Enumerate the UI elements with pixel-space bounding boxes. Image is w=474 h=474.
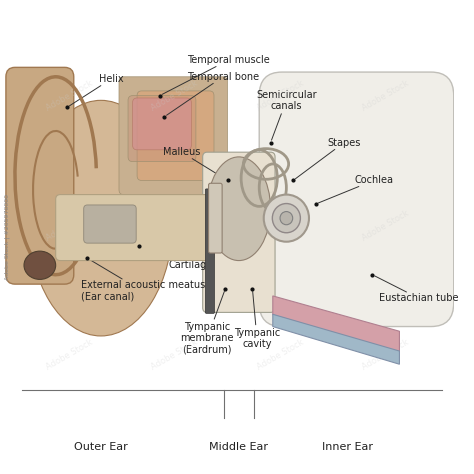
FancyBboxPatch shape: [55, 195, 214, 261]
Text: Adobe Stock: Adobe Stock: [44, 208, 94, 242]
Text: Temporal bone: Temporal bone: [166, 72, 259, 115]
Text: Helix: Helix: [69, 74, 123, 106]
Text: Adobe Stock: Adobe Stock: [150, 79, 200, 113]
Polygon shape: [273, 314, 400, 364]
Ellipse shape: [24, 251, 55, 279]
Text: Tympanic
membrane
(Eardrum): Tympanic membrane (Eardrum): [181, 292, 234, 355]
Text: Adobe Stock: Adobe Stock: [44, 338, 94, 372]
FancyBboxPatch shape: [209, 183, 222, 253]
Text: Inner Ear: Inner Ear: [322, 442, 373, 452]
Ellipse shape: [207, 157, 271, 261]
Ellipse shape: [280, 211, 292, 225]
Text: Adobe Stock: Adobe Stock: [255, 338, 305, 372]
FancyBboxPatch shape: [205, 189, 214, 313]
Text: Adobe Stock: Adobe Stock: [255, 208, 305, 242]
FancyBboxPatch shape: [84, 205, 136, 243]
FancyBboxPatch shape: [6, 67, 74, 284]
Ellipse shape: [273, 203, 301, 233]
FancyBboxPatch shape: [137, 91, 214, 181]
Text: Outer Ear: Outer Ear: [74, 442, 128, 452]
Text: Eustachian tube: Eustachian tube: [375, 276, 458, 303]
Text: Adobe Stock: Adobe Stock: [361, 208, 411, 242]
Text: Adobe Stock: Adobe Stock: [150, 208, 200, 242]
Text: Adobe Stock: Adobe Stock: [44, 79, 94, 113]
Text: Stapes: Stapes: [295, 138, 360, 179]
Text: Semicircular
canals: Semicircular canals: [256, 90, 317, 140]
Text: Middle Ear: Middle Ear: [210, 442, 268, 452]
Text: Tympanic
cavity: Tympanic cavity: [234, 292, 280, 349]
FancyBboxPatch shape: [133, 98, 191, 150]
Text: Adobe Stock: Adobe Stock: [361, 79, 411, 113]
Text: Temporal muscle: Temporal muscle: [162, 55, 270, 94]
Text: Malleus: Malleus: [163, 147, 225, 179]
Polygon shape: [273, 296, 400, 353]
Ellipse shape: [264, 195, 309, 242]
Text: Cartilage: Cartilage: [142, 247, 213, 270]
Text: Adobe Stock: Adobe Stock: [255, 79, 305, 113]
FancyBboxPatch shape: [128, 96, 196, 162]
Text: Cochlea: Cochlea: [319, 175, 393, 203]
Text: Adobe Stock | #205970000: Adobe Stock | #205970000: [4, 194, 9, 280]
Text: Adobe Stock: Adobe Stock: [150, 338, 200, 372]
FancyBboxPatch shape: [119, 77, 228, 195]
FancyBboxPatch shape: [259, 72, 454, 327]
FancyBboxPatch shape: [203, 152, 275, 312]
Text: Adobe Stock: Adobe Stock: [361, 338, 411, 372]
Text: External acoustic meatus
(Ear canal): External acoustic meatus (Ear canal): [81, 260, 205, 302]
Ellipse shape: [28, 100, 173, 336]
